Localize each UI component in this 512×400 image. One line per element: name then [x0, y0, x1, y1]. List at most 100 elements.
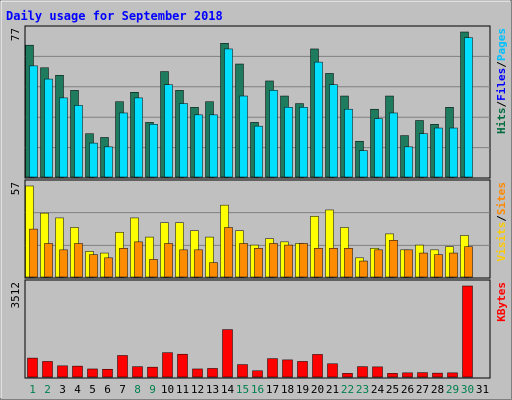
bar-sites-20 [314, 248, 323, 278]
bar-sites-24 [374, 249, 383, 278]
bar-pages-3 [59, 97, 68, 178]
legend-entry: / [495, 101, 508, 108]
x-tick-label: 30 [461, 383, 474, 396]
x-tick-label: 18 [281, 383, 294, 396]
bar-pages-15 [239, 95, 248, 178]
bar-kbytes-6 [102, 368, 113, 378]
legend-entry: Pages [495, 28, 508, 61]
bar-pages-24 [374, 118, 383, 178]
bar-kbytes-14 [222, 329, 233, 378]
scale-max-label: 57 [9, 182, 22, 195]
plot-area [24, 279, 491, 379]
bar-kbytes-9 [147, 366, 158, 378]
legend-entry: Hits [495, 108, 508, 135]
bar-sites-11 [179, 249, 188, 278]
bar-sites-10 [164, 243, 173, 278]
x-tick-label: 21 [326, 383, 339, 396]
x-tick-label: 3 [59, 383, 66, 396]
x-tick-label: 13 [206, 383, 219, 396]
bar-kbytes-8 [132, 366, 143, 378]
panel-visits-sites: 57 Visits/Sites [9, 179, 508, 279]
bar-kbytes-19 [297, 361, 308, 378]
bar-sites-15 [239, 243, 248, 278]
x-axis-labels: 1 2 3 4 5 6 7 8 9 10 11 12 13 14 15 16 17 18 19 20 21 22 23 24 2… [29, 383, 489, 396]
bar-pages-19 [299, 107, 308, 178]
bar-pages-8 [134, 97, 143, 178]
bar-kbytes-11 [177, 353, 188, 378]
bar-kbytes-26 [402, 372, 413, 378]
bar-sites-3 [59, 249, 68, 278]
bar-sites-16 [254, 248, 263, 278]
bar-sites-30 [464, 246, 473, 278]
bar-kbytes-2 [42, 361, 53, 378]
bar-pages-30 [464, 37, 473, 178]
bar-pages-5 [89, 142, 98, 178]
x-tick-label: 31 [476, 383, 489, 396]
bar-pages-13 [209, 114, 218, 178]
bar-sites-9 [149, 259, 158, 278]
bar-sites-26 [404, 249, 413, 278]
x-tick-label: 8 [134, 383, 141, 396]
x-tick-label: 19 [296, 383, 309, 396]
x-tick-label: 29 [446, 383, 459, 396]
x-tick-label: 7 [119, 383, 126, 396]
panel-kbytes: 3512 KBytes [9, 279, 508, 379]
bar-sites-6 [104, 257, 113, 278]
x-tick-label: 22 [341, 383, 354, 396]
bar-pages-12 [194, 114, 203, 178]
bar-pages-11 [179, 103, 188, 178]
bar-sites-4 [74, 243, 83, 278]
x-tick-label: 23 [356, 383, 369, 396]
bar-sites-14 [224, 227, 233, 278]
x-tick-label: 27 [416, 383, 429, 396]
x-tick-label: 12 [191, 383, 204, 396]
bar-kbytes-28 [432, 372, 443, 378]
legend-entry: KBytes [495, 282, 508, 322]
x-tick-label: 28 [431, 383, 444, 396]
bar-sites-19 [299, 243, 308, 278]
bar-kbytes-4 [72, 365, 83, 378]
bar-kbytes-24 [372, 366, 383, 378]
bar-pages-7 [119, 112, 128, 178]
bar-kbytes-7 [117, 355, 128, 378]
bar-kbytes-27 [417, 372, 428, 378]
bar-kbytes-15 [237, 364, 248, 378]
x-tick-label: 24 [371, 383, 385, 396]
bar-pages-2 [44, 78, 53, 178]
x-tick-label: 14 [221, 383, 235, 396]
bar-kbytes-30 [462, 285, 473, 378]
bar-pages-14 [224, 48, 233, 178]
x-tick-label: 20 [311, 383, 324, 396]
legend-kbytes: KBytes [495, 282, 508, 322]
x-tick-label: 5 [89, 383, 96, 396]
legend-hits-files-pages: Hits/Files/Pages [495, 28, 508, 134]
bar-pages-18 [284, 107, 293, 178]
bar-pages-20 [314, 61, 323, 178]
x-tick-label: 2 [44, 383, 51, 396]
bar-sites-13 [209, 262, 218, 278]
x-tick-label: 4 [74, 383, 81, 396]
bar-pages-16 [254, 125, 263, 178]
bar-sites-8 [134, 241, 143, 278]
bar-sites-29 [449, 252, 458, 278]
bar-pages-25 [389, 112, 398, 178]
bar-kbytes-18 [282, 359, 293, 378]
legend-entry: Sites [495, 182, 508, 215]
bar-sites-2 [44, 243, 53, 278]
bar-sites-22 [344, 248, 353, 278]
legend-entry: Files [495, 68, 508, 101]
bar-pages-4 [74, 105, 83, 178]
x-tick-label: 9 [149, 383, 156, 396]
bar-kbytes-25 [387, 373, 398, 378]
bar-kbytes-17 [267, 358, 278, 378]
bar-pages-1 [29, 65, 38, 178]
bar-kbytes-20 [312, 354, 323, 378]
bar-kbytes-16 [252, 370, 263, 378]
bar-sites-28 [434, 254, 443, 278]
bar-kbytes-3 [57, 365, 68, 378]
bar-kbytes-22 [342, 373, 353, 378]
bar-kbytes-29 [447, 372, 458, 378]
